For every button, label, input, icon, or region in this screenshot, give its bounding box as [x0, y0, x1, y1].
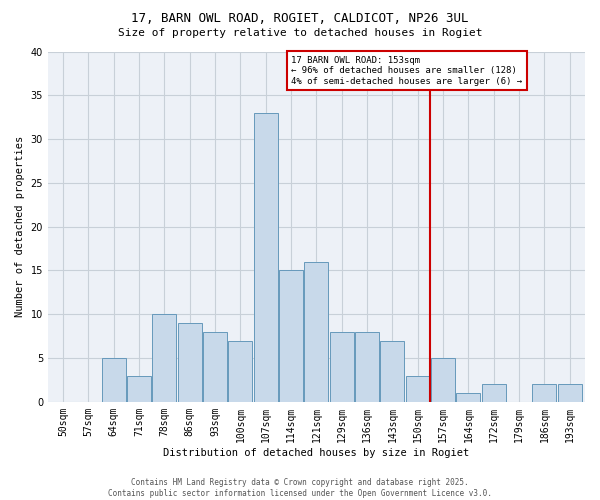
Bar: [102, 358, 126, 402]
Y-axis label: Number of detached properties: Number of detached properties: [15, 136, 25, 318]
Bar: [330, 332, 354, 402]
Text: Size of property relative to detached houses in Rogiet: Size of property relative to detached ho…: [118, 28, 482, 38]
X-axis label: Distribution of detached houses by size in Rogiet: Distribution of detached houses by size …: [163, 448, 470, 458]
Bar: [178, 323, 202, 402]
Bar: [355, 332, 379, 402]
Bar: [152, 314, 176, 402]
Bar: [431, 358, 455, 402]
Bar: [127, 376, 151, 402]
Bar: [229, 340, 253, 402]
Bar: [406, 376, 430, 402]
Bar: [482, 384, 506, 402]
Bar: [279, 270, 303, 402]
Text: 17, BARN OWL ROAD, ROGIET, CALDICOT, NP26 3UL: 17, BARN OWL ROAD, ROGIET, CALDICOT, NP2…: [131, 12, 469, 26]
Bar: [304, 262, 328, 402]
Bar: [203, 332, 227, 402]
Text: Contains HM Land Registry data © Crown copyright and database right 2025.
Contai: Contains HM Land Registry data © Crown c…: [108, 478, 492, 498]
Bar: [254, 113, 278, 402]
Bar: [532, 384, 556, 402]
Bar: [457, 393, 481, 402]
Text: 17 BARN OWL ROAD: 153sqm
← 96% of detached houses are smaller (128)
4% of semi-d: 17 BARN OWL ROAD: 153sqm ← 96% of detach…: [291, 56, 522, 86]
Bar: [558, 384, 582, 402]
Bar: [380, 340, 404, 402]
